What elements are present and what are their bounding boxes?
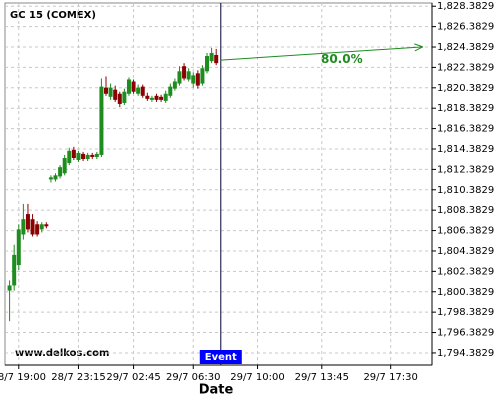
candle-body bbox=[58, 167, 63, 177]
candle-body bbox=[71, 149, 76, 158]
candle-body bbox=[154, 95, 159, 100]
candle-body bbox=[186, 71, 191, 80]
event-label: Event bbox=[205, 352, 237, 363]
candle-body bbox=[99, 86, 104, 155]
y-tick-label: 1,794.3829 bbox=[437, 348, 494, 359]
y-tick-label: 1,812.3829 bbox=[437, 164, 494, 175]
candle-body bbox=[108, 87, 113, 97]
candle-body bbox=[136, 87, 141, 94]
y-tick-label: 1,822.3829 bbox=[437, 62, 494, 73]
candle-body bbox=[7, 285, 12, 291]
event-box bbox=[199, 350, 242, 364]
candle-body bbox=[113, 89, 118, 100]
y-tick-label: 1,810.3829 bbox=[437, 185, 494, 196]
candle-body bbox=[205, 56, 210, 72]
y-tick-label: 1,824.3829 bbox=[437, 42, 494, 53]
candle-body bbox=[21, 219, 26, 235]
x-tick-label: 28/7 19:00 bbox=[0, 372, 46, 383]
y-tick-label: 1,816.3829 bbox=[437, 124, 494, 135]
candle-body bbox=[81, 153, 86, 160]
projection-label: 80.0% bbox=[321, 52, 363, 66]
candle-body bbox=[39, 224, 44, 230]
candle-body bbox=[53, 175, 58, 180]
arrow-head bbox=[414, 43, 424, 52]
candle-body bbox=[35, 224, 40, 235]
candle-body bbox=[182, 66, 187, 79]
candle-body bbox=[48, 177, 53, 180]
candle-body bbox=[177, 71, 182, 84]
y-tick-label: 1,826.3829 bbox=[437, 22, 494, 33]
x-tick-label: 29/7 17:30 bbox=[363, 372, 417, 383]
y-tick-label: 1,802.3829 bbox=[437, 266, 494, 277]
x-tick-label: 28/7 23:15 bbox=[51, 372, 105, 383]
candle-body bbox=[140, 86, 145, 96]
candle-body bbox=[126, 79, 131, 94]
candle-body bbox=[200, 68, 205, 84]
candle-body bbox=[214, 55, 219, 64]
candle-body bbox=[16, 229, 21, 266]
candle-body bbox=[67, 150, 72, 164]
watermark: www.delkos.com bbox=[15, 348, 109, 359]
candle-body bbox=[85, 154, 90, 160]
candle-body bbox=[145, 95, 150, 99]
y-tick-label: 1,804.3829 bbox=[437, 246, 494, 257]
candle-body bbox=[149, 97, 154, 100]
y-tick-label: 1,814.3829 bbox=[437, 144, 494, 155]
y-tick-label: 1,820.3829 bbox=[437, 83, 494, 94]
candle-body bbox=[117, 93, 122, 104]
x-tick-label: 29/7 02:45 bbox=[106, 372, 160, 383]
candle-body bbox=[94, 153, 99, 157]
x-axis-label: Date bbox=[199, 383, 234, 398]
candle-body bbox=[163, 93, 168, 101]
y-tick-label: 1,828.3829 bbox=[437, 1, 494, 12]
candle-body bbox=[168, 86, 173, 96]
y-tick-label: 1,806.3829 bbox=[437, 226, 494, 237]
projection-arrow bbox=[220, 46, 423, 61]
candle-body bbox=[209, 52, 214, 62]
y-tick-label: 1,808.3829 bbox=[437, 205, 494, 216]
x-tick-label: 29/7 10:00 bbox=[230, 372, 284, 383]
candle-body bbox=[30, 219, 35, 235]
candle-body bbox=[195, 73, 200, 86]
candle-body bbox=[12, 254, 17, 286]
x-tick-label: 29/7 13:45 bbox=[295, 372, 349, 383]
candle-body bbox=[122, 91, 127, 103]
candle-body bbox=[25, 214, 30, 230]
candle-body bbox=[76, 152, 81, 161]
y-tick-label: 1,798.3829 bbox=[437, 307, 494, 318]
candle-body bbox=[191, 75, 196, 84]
candle-body bbox=[44, 224, 49, 227]
plot-frame bbox=[4, 2, 433, 366]
x-tick-label: 29/7 06:30 bbox=[166, 372, 220, 383]
candle-body bbox=[90, 154, 95, 157]
candle-body bbox=[131, 81, 136, 92]
chart-title: GC 15 (COMEX) bbox=[10, 10, 96, 21]
y-tick-label: 1,818.3829 bbox=[437, 103, 494, 114]
candle-body bbox=[159, 96, 164, 100]
candle-body bbox=[172, 81, 177, 89]
candle-body bbox=[104, 87, 109, 94]
y-tick-label: 1,800.3829 bbox=[437, 287, 494, 298]
candle-body bbox=[62, 157, 67, 174]
y-tick-label: 1,796.3829 bbox=[437, 328, 494, 339]
